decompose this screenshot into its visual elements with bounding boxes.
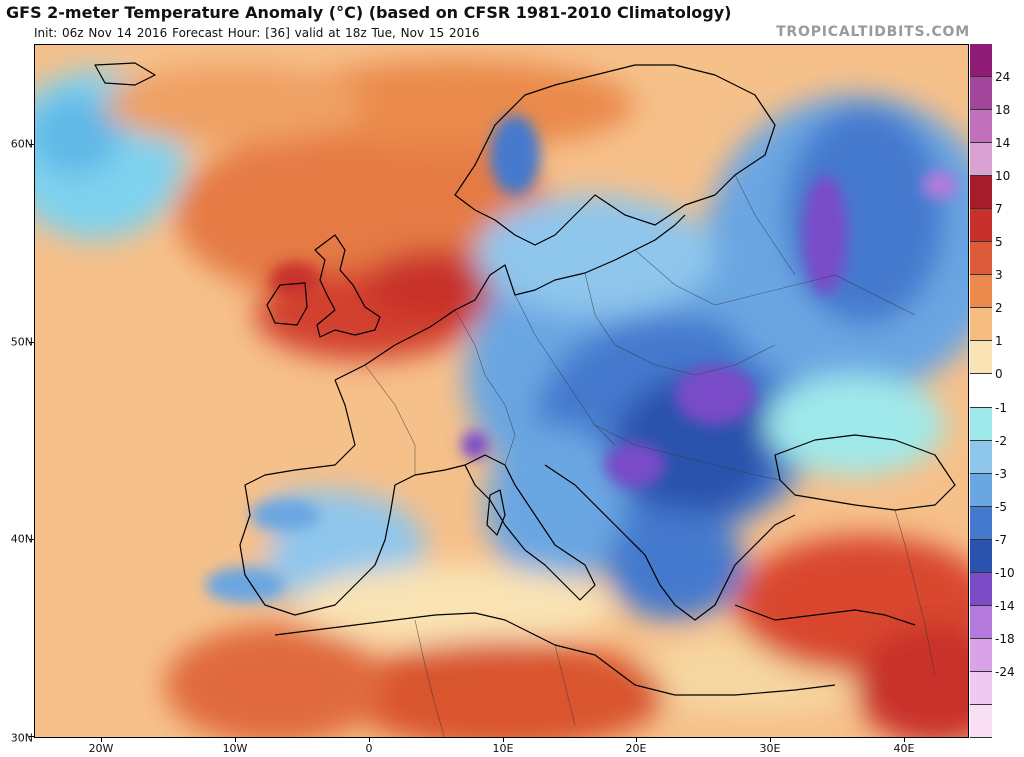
colorbar-segment [970,242,992,276]
lon-tick [235,738,236,742]
lon-label-10w: 10W [222,742,248,755]
colorbar-label: 0 [995,367,1003,382]
colorbar-segment [970,704,992,738]
colorbar-label: -2 [995,433,1007,448]
colorbar-segment [970,341,992,375]
colorbar-segment [970,638,992,672]
lon-tick [636,738,637,742]
brand-watermark: TROPICALTIDBITS.COM [776,24,970,40]
colorbar-segment [970,176,992,210]
colorbar-segment [970,440,992,474]
lon-label-30e: 30E [759,742,781,755]
lon-tick [904,738,905,742]
colorbar-label: 14 [995,136,1011,151]
colorbar-label: -14 [995,598,1015,613]
lon-label-0: 0 [365,742,373,755]
lon-label-20w: 20W [88,742,114,755]
colorbar-segment [970,77,992,111]
lat-tick [29,342,34,343]
colorbar-segment [970,407,992,441]
colorbar [970,44,992,738]
colorbar-label: -24 [995,664,1015,679]
colorbar-label: 24 [995,70,1011,85]
colorbar-segment [970,572,992,606]
colorbar-segment [970,506,992,540]
forecast-subtitle: Init: 06z Nov 14 2016 Forecast Hour: [36… [34,26,480,40]
lon-label-40e: 40E [893,742,915,755]
lat-tick [29,736,34,737]
lat-tick [29,144,34,145]
colorbar-label: 2 [995,301,1003,316]
colorbar-segment [970,209,992,243]
temperature-anomaly-map [34,44,969,738]
colorbar-segment [970,275,992,309]
lon-tick [503,738,504,742]
colorbar-label: -7 [995,532,1007,547]
colorbar-label: -1 [995,400,1007,415]
colorbar-segment [970,308,992,342]
colorbar-label: 1 [995,334,1003,349]
colorbar-label: 3 [995,268,1003,283]
lon-tick [770,738,771,742]
lon-tick [369,738,370,742]
map-title: GFS 2-meter Temperature Anomaly (°C) (ba… [6,3,732,22]
colorbar-label: 10 [995,169,1011,184]
colorbar-segment [970,605,992,639]
colorbar-label: 18 [995,103,1011,118]
colorbar-label: -3 [995,466,1007,481]
lat-tick [29,539,34,540]
lon-label-20e: 20E [625,742,647,755]
colorbar-label: 5 [995,235,1003,250]
colorbar-segment [970,110,992,144]
lon-tick [101,738,102,742]
colorbar-label: 7 [995,202,1003,217]
colorbar-segment [970,539,992,573]
colorbar-label: -18 [995,631,1015,646]
lat-label-50n: 50N [10,335,33,349]
colorbar-segment [970,671,992,705]
lon-label-10e: 10E [492,742,514,755]
lat-label-40n: 40N [10,532,33,546]
colorbar-segment [970,374,992,408]
lat-label-30n: 30N [10,731,33,745]
colorbar-label: -5 [995,499,1007,514]
lat-label-60n: 60N [10,137,33,151]
colorbar-label: -10 [995,565,1015,580]
colorbar-segment [970,473,992,507]
colorbar-segment [970,44,992,78]
colorbar-segment [970,143,992,177]
